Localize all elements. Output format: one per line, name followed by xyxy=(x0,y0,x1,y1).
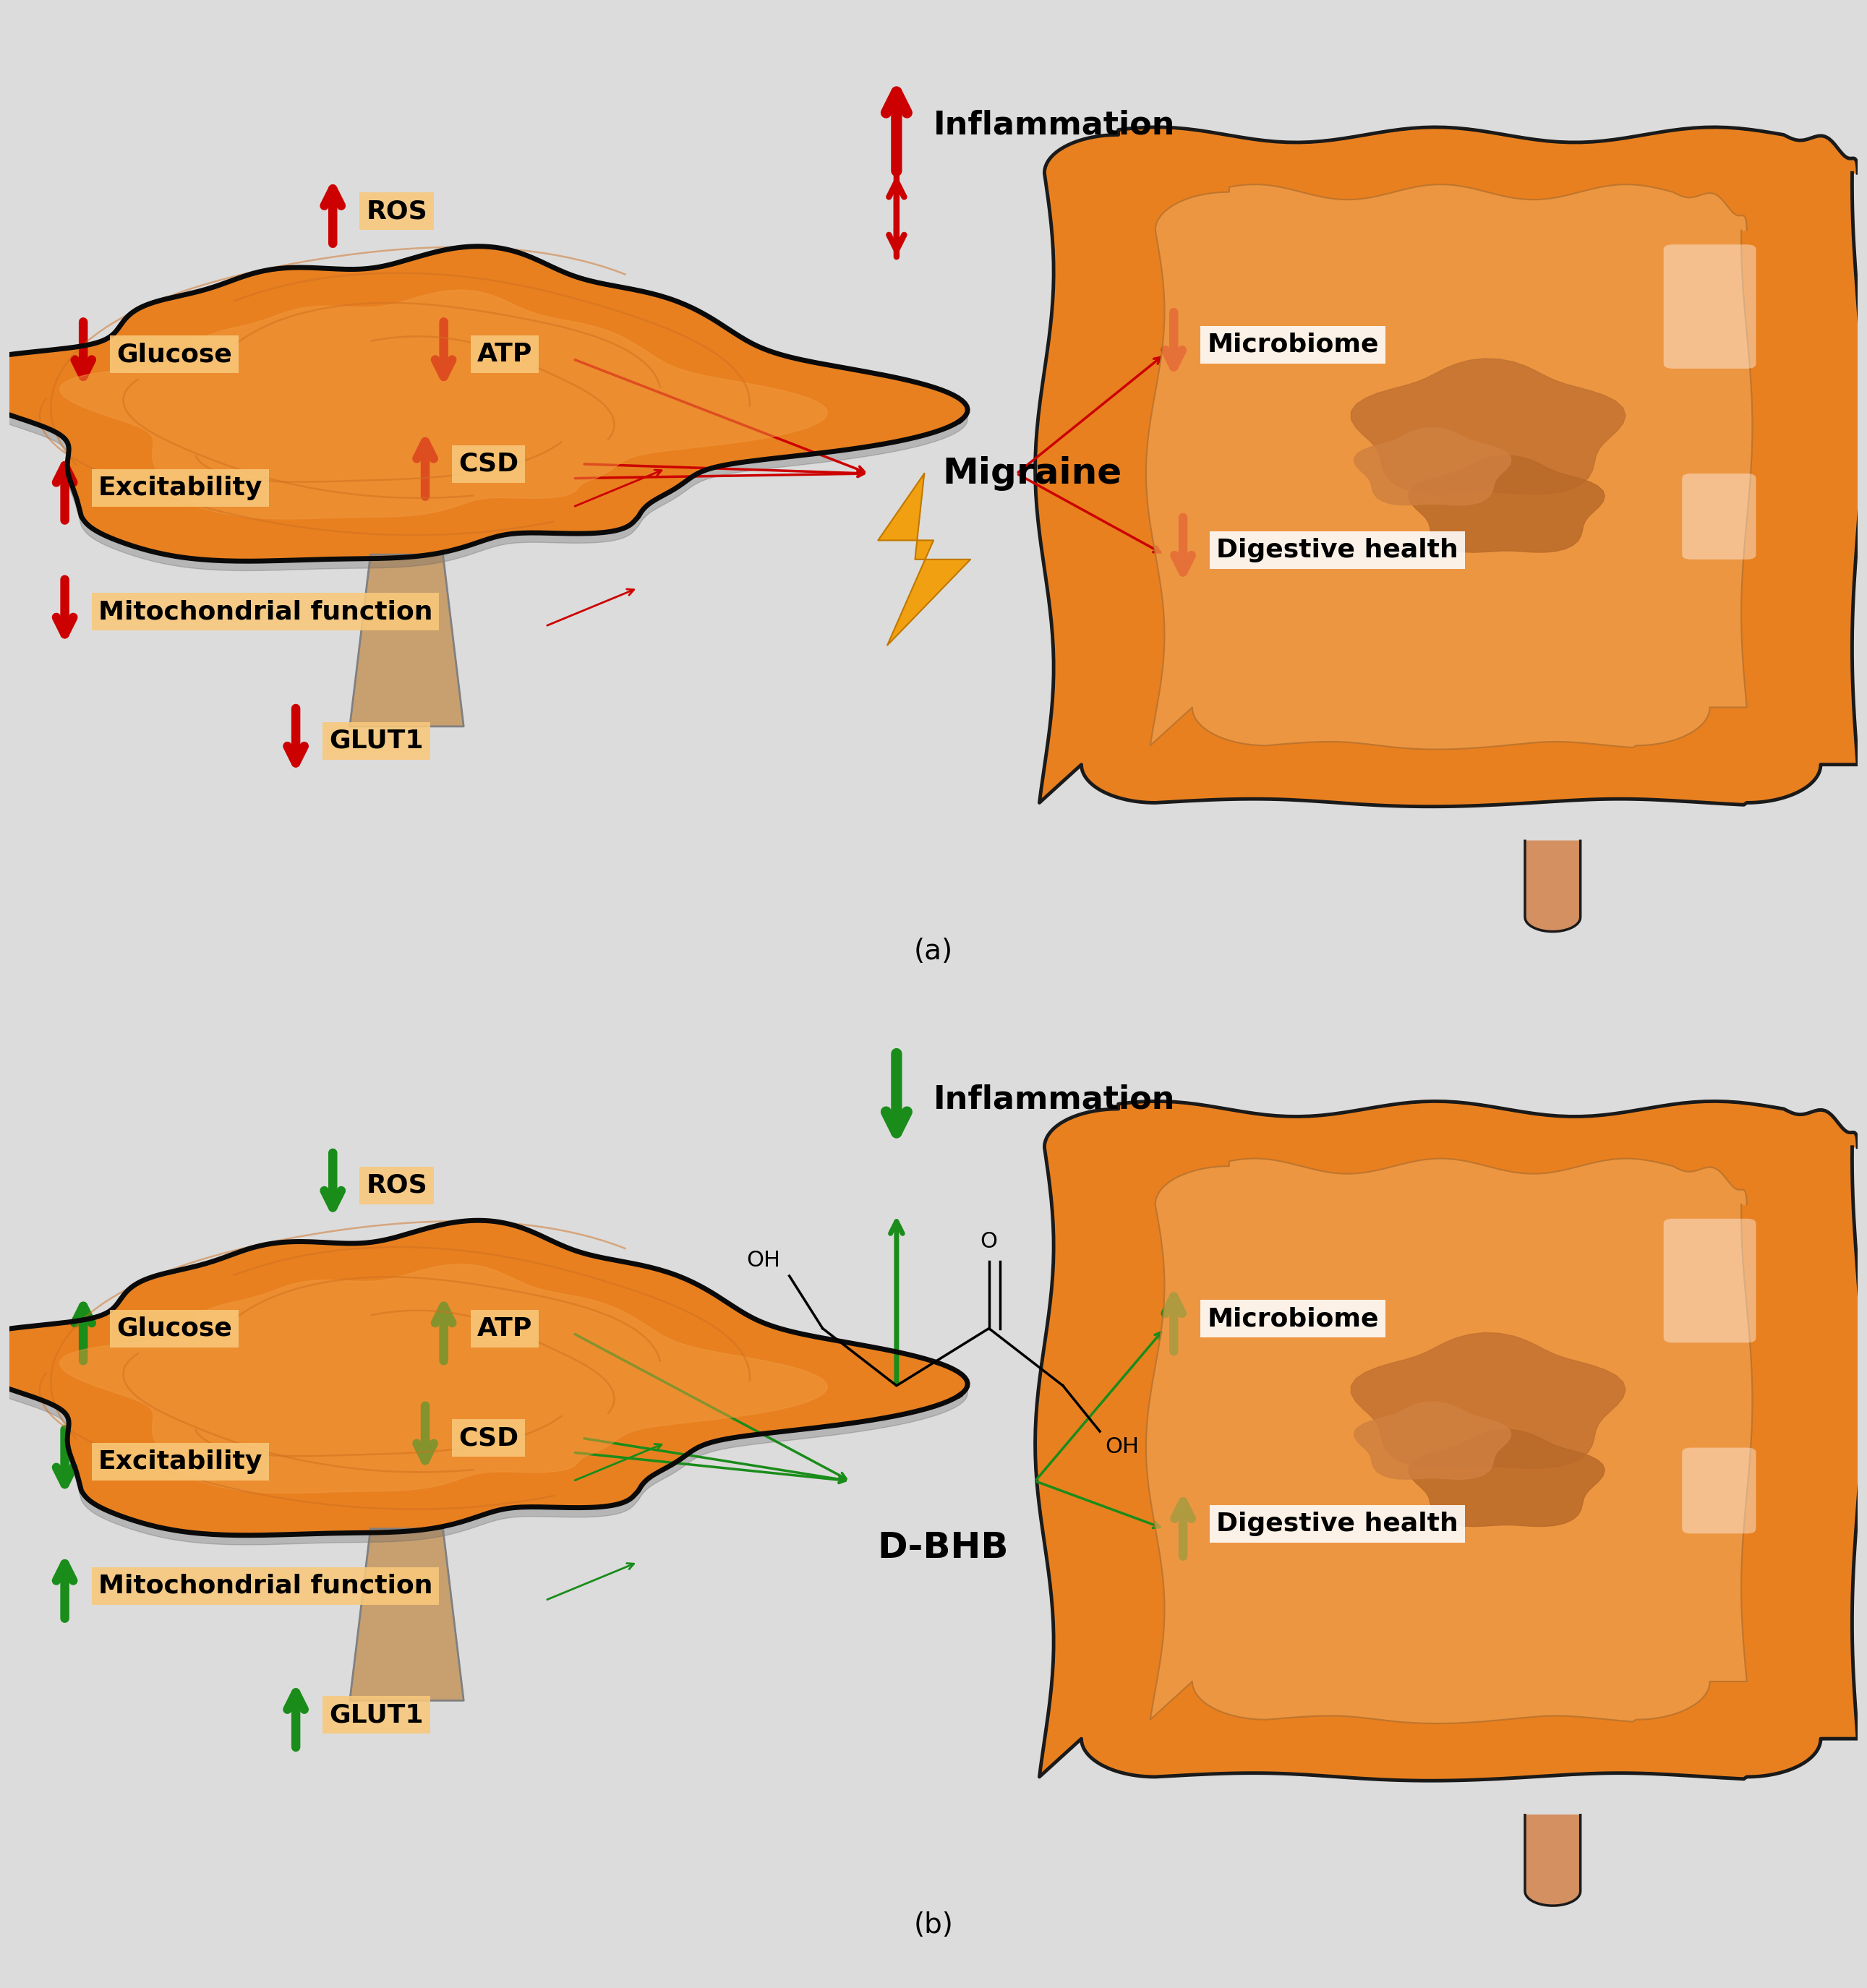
FancyBboxPatch shape xyxy=(1663,1219,1757,1342)
Polygon shape xyxy=(1034,1101,1863,1781)
Polygon shape xyxy=(1354,1402,1510,1479)
Text: Excitability: Excitability xyxy=(99,475,263,501)
Polygon shape xyxy=(0,1221,967,1535)
Polygon shape xyxy=(1525,841,1581,932)
Polygon shape xyxy=(1525,1815,1581,1906)
Text: Microbiome: Microbiome xyxy=(1208,332,1380,358)
Polygon shape xyxy=(1146,1159,1753,1724)
Text: ATP: ATP xyxy=(476,342,532,366)
Text: GLUT1: GLUT1 xyxy=(329,1702,424,1728)
FancyBboxPatch shape xyxy=(1682,473,1757,559)
Text: CSD: CSD xyxy=(459,1425,519,1451)
Polygon shape xyxy=(1146,185,1753,749)
Polygon shape xyxy=(0,1231,967,1545)
Text: OH: OH xyxy=(747,1250,780,1270)
Text: (b): (b) xyxy=(913,1912,954,1938)
Polygon shape xyxy=(349,1529,463,1700)
Text: Glucose: Glucose xyxy=(116,1316,232,1340)
Text: Excitability: Excitability xyxy=(99,1449,263,1475)
Polygon shape xyxy=(1410,455,1606,553)
FancyBboxPatch shape xyxy=(1663,245,1757,368)
Text: ROS: ROS xyxy=(366,1173,428,1197)
Text: ATP: ATP xyxy=(476,1316,532,1340)
FancyBboxPatch shape xyxy=(1682,1447,1757,1533)
Polygon shape xyxy=(1352,358,1626,495)
Text: Mitochondrial function: Mitochondrial function xyxy=(99,600,433,624)
Polygon shape xyxy=(60,290,827,519)
Polygon shape xyxy=(1352,1332,1626,1469)
Text: O: O xyxy=(980,1231,997,1252)
Polygon shape xyxy=(0,256,967,571)
Text: Migraine: Migraine xyxy=(943,455,1122,491)
Polygon shape xyxy=(877,473,971,646)
Text: Digestive health: Digestive health xyxy=(1215,1511,1458,1537)
Text: OH: OH xyxy=(1105,1435,1139,1457)
Text: Inflammation: Inflammation xyxy=(934,1083,1176,1115)
Text: GLUT1: GLUT1 xyxy=(329,728,424,753)
Polygon shape xyxy=(1034,127,1863,807)
Text: Inflammation: Inflammation xyxy=(934,109,1176,141)
Text: ROS: ROS xyxy=(366,199,428,223)
Text: CSD: CSD xyxy=(459,451,519,477)
Polygon shape xyxy=(1354,427,1510,505)
Text: Digestive health: Digestive health xyxy=(1215,537,1458,563)
Polygon shape xyxy=(60,1264,827,1493)
Polygon shape xyxy=(1410,1429,1606,1527)
Text: Glucose: Glucose xyxy=(116,342,232,366)
Text: Mitochondrial function: Mitochondrial function xyxy=(99,1574,433,1598)
Polygon shape xyxy=(349,555,463,726)
Polygon shape xyxy=(0,247,967,561)
Text: Microbiome: Microbiome xyxy=(1208,1306,1380,1332)
Text: D-BHB: D-BHB xyxy=(877,1531,1008,1565)
Text: (a): (a) xyxy=(915,938,952,964)
